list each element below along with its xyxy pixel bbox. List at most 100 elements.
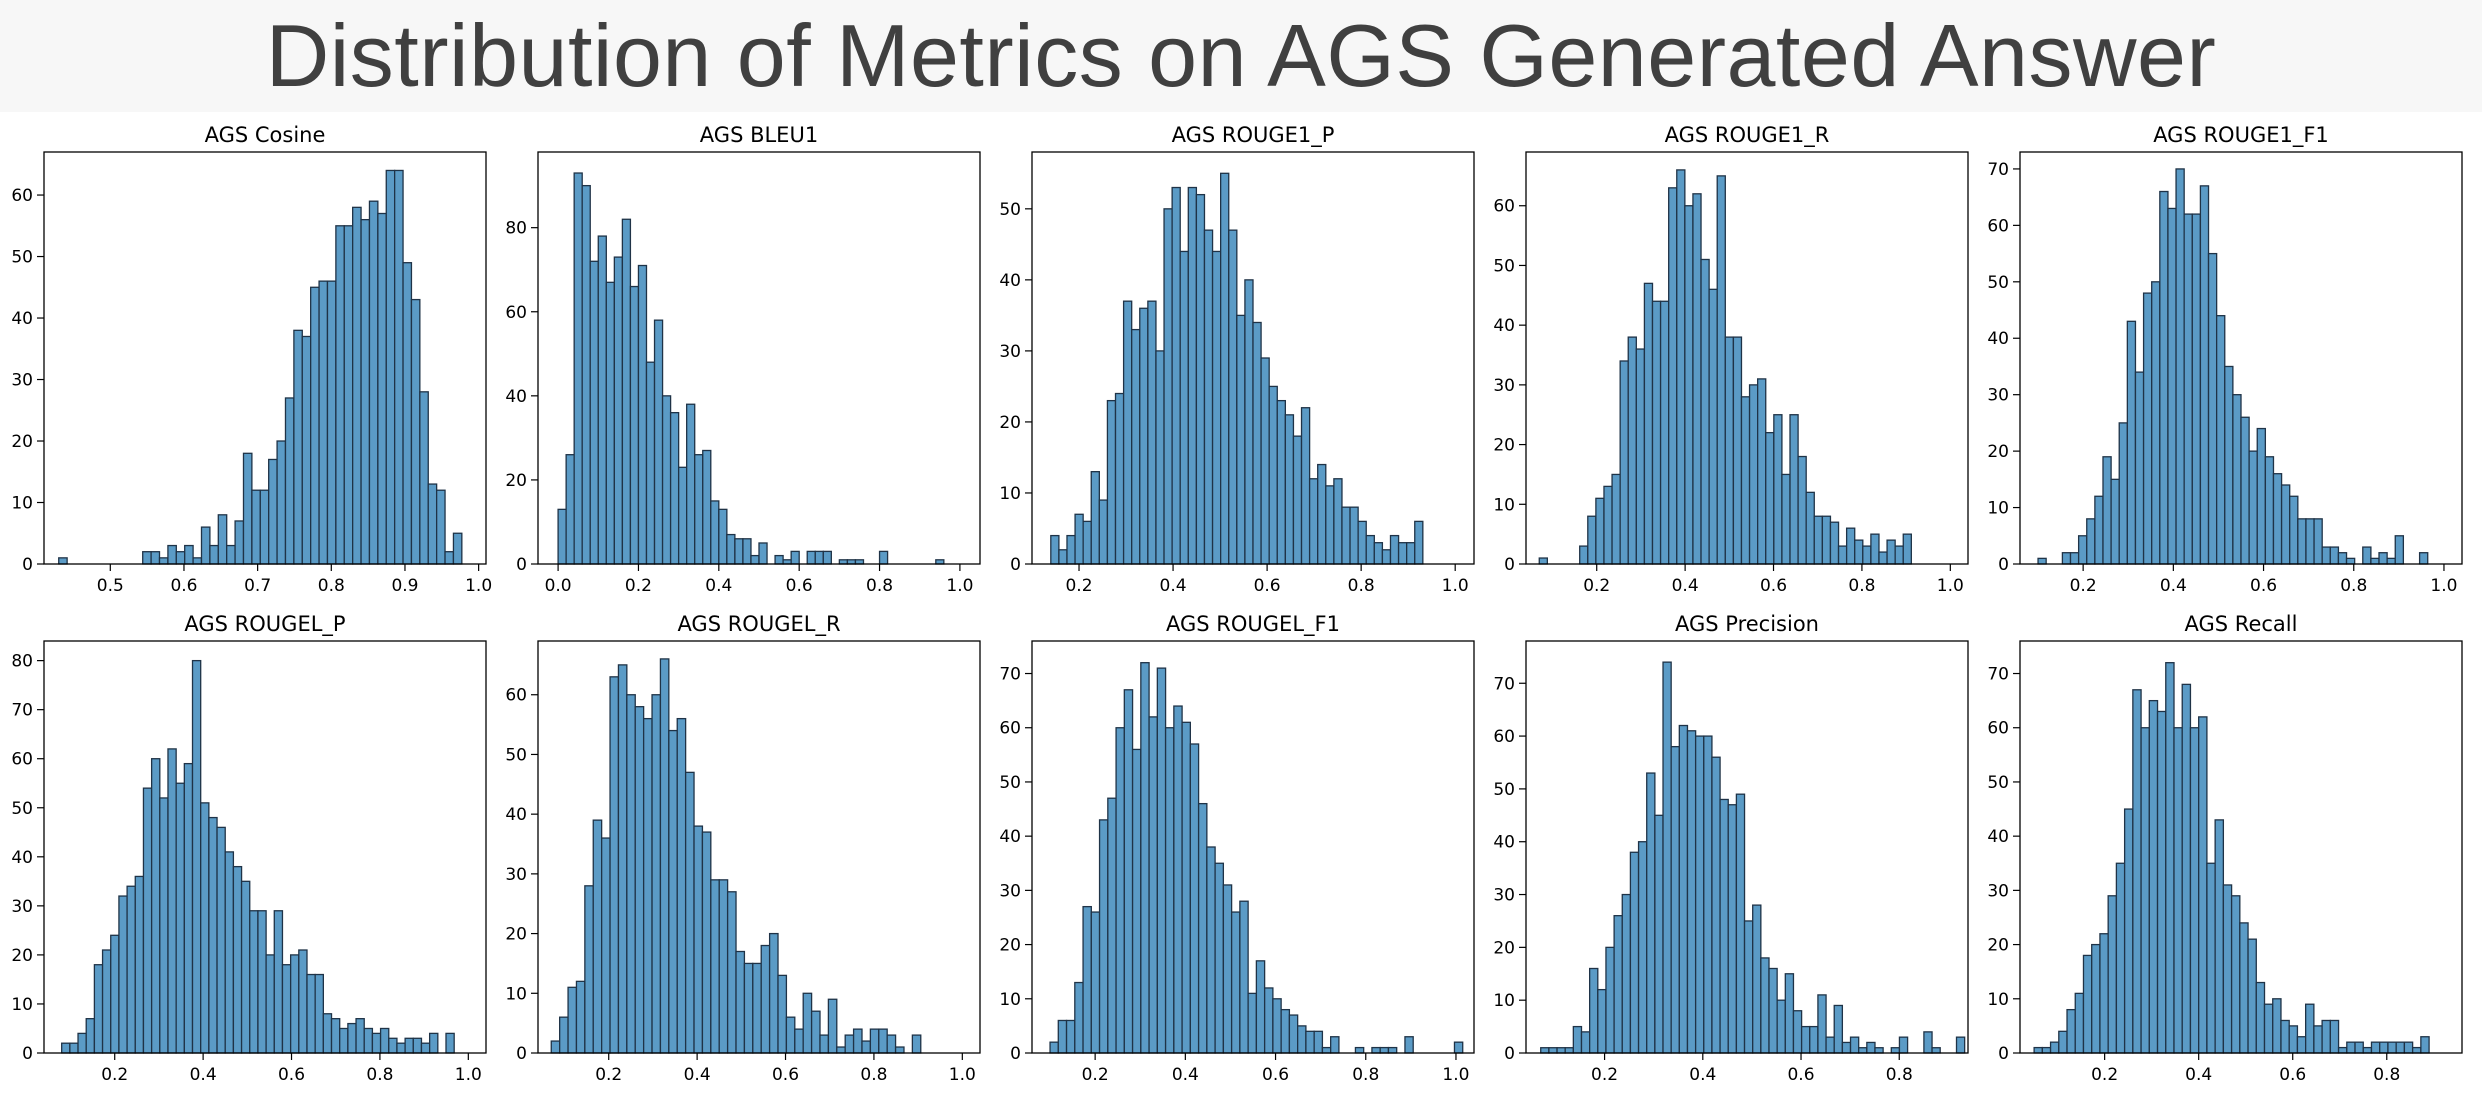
- histogram-bar: [911, 1034, 922, 1054]
- histogram-bar: [752, 962, 762, 1054]
- y-tick-label: 30: [1987, 881, 2009, 901]
- histogram-bar: [265, 954, 275, 1054]
- histogram-bar: [1114, 392, 1125, 565]
- histogram-bar: [352, 206, 362, 565]
- histogram-bar: [1611, 473, 1621, 565]
- subplot-2: AGS BLEU1 0.0 0.2 0.4 0.6 0.8 1.0 0 20 40 60 80: [505, 123, 981, 596]
- x-tick-label: 0.4: [2185, 1065, 2212, 1085]
- y-tick-label: 10: [1987, 499, 2009, 519]
- x-tick-label: 0.2: [625, 576, 652, 596]
- histogram-bar: [2418, 552, 2429, 565]
- histogram-bar: [192, 557, 203, 565]
- x-tick-label: 0.8: [1352, 1065, 1379, 1085]
- histogram-bar: [1595, 497, 1605, 565]
- x-tick-label: 0.8: [2340, 576, 2367, 596]
- histogram-bar: [1381, 549, 1392, 565]
- histogram-bar: [1179, 250, 1189, 565]
- axes-frame: [537, 151, 981, 565]
- histogram-bar: [1752, 904, 1762, 1054]
- histogram-bar: [2082, 954, 2093, 1054]
- histogram-grid: AGS Cosine 0.5 0.6 0.7 0.8 0.9 1.0 0 10 20 30 40 50 6…: [11, 123, 2463, 1085]
- histogram-bar: [852, 1028, 863, 1054]
- histogram-bar: [2066, 1008, 2076, 1054]
- histogram-bar: [710, 879, 720, 1054]
- x-tick-label: 0.6: [278, 1065, 305, 1085]
- y-tick-label: 60: [11, 750, 33, 770]
- histogram-bar: [1670, 745, 1680, 1054]
- histogram-bar: [1292, 435, 1303, 565]
- histogram-bar: [1833, 1004, 1844, 1054]
- histogram-bar: [2107, 895, 2118, 1054]
- histogram-bar: [1635, 348, 1646, 565]
- histogram-bar: [2346, 1041, 2356, 1054]
- histogram-bar: [208, 816, 218, 1054]
- histogram-bar: [726, 533, 736, 565]
- histogram-bar: [806, 550, 816, 565]
- histogram-bar: [669, 411, 680, 565]
- histogram-bar: [1603, 485, 1613, 565]
- histogram-bar: [1668, 187, 1678, 565]
- x-tick-label: 0.6: [1262, 1065, 1289, 1085]
- histogram-bar: [2280, 484, 2291, 565]
- histogram-bar: [2077, 535, 2088, 565]
- histogram-bar: [1743, 920, 1754, 1054]
- histogram-bar: [142, 787, 153, 1054]
- histogram-bar: [1280, 1008, 1291, 1054]
- histogram-bar: [330, 1018, 341, 1054]
- histogram-bar: [584, 885, 594, 1054]
- histogram-bar: [385, 169, 396, 565]
- histogram-bar: [1206, 846, 1216, 1054]
- histogram-bar: [310, 286, 320, 565]
- histogram-bar: [2305, 518, 2315, 565]
- histogram-bar: [1387, 1046, 1398, 1054]
- histogram-bar: [2206, 862, 2216, 1054]
- x-tick-label: 0.9: [391, 576, 418, 596]
- histogram-bar: [1330, 1036, 1340, 1054]
- histogram-bar: [1252, 321, 1262, 565]
- histogram-bar: [822, 550, 832, 565]
- histogram-bar: [445, 1032, 455, 1054]
- histogram-bar: [1214, 862, 1225, 1054]
- y-tick-label: 40: [999, 271, 1021, 291]
- histogram-bar: [1308, 478, 1319, 565]
- histogram-bar: [1195, 193, 1206, 565]
- y-tick-label: 50: [11, 248, 33, 268]
- subplot-title: AGS Cosine: [205, 123, 326, 147]
- histogram-bar: [1122, 300, 1133, 565]
- histogram-bar: [232, 865, 243, 1054]
- y-tick-label: 20: [505, 925, 527, 945]
- x-tick-label: 0.6: [772, 1065, 799, 1085]
- histogram-bar: [861, 1040, 872, 1054]
- histogram-bar: [2207, 252, 2218, 565]
- subplot-title: AGS BLEU1: [700, 123, 818, 147]
- histogram-bar: [1357, 520, 1367, 565]
- y-tick-label: 60: [1493, 727, 1515, 747]
- histogram-bar: [1313, 1030, 1324, 1054]
- histogram-bar: [735, 950, 746, 1054]
- histogram-bar: [1325, 485, 1335, 565]
- histogram-bar: [1074, 981, 1084, 1054]
- histogram-bar: [1321, 1046, 1332, 1054]
- y-tick-label: 60: [1493, 197, 1515, 217]
- y-tick-label: 20: [999, 936, 1021, 956]
- histogram-bar: [1858, 1047, 1868, 1054]
- histogram-bar: [1605, 946, 1615, 1054]
- histogram-bar: [2395, 1041, 2406, 1054]
- histogram-bar: [742, 538, 752, 565]
- histogram-bar: [2189, 727, 2200, 1054]
- histogram-bar: [1090, 471, 1100, 565]
- histogram-bar: [191, 659, 202, 1054]
- histogram-bar: [1276, 399, 1287, 565]
- histogram-bar: [1854, 539, 1864, 565]
- histogram-bar: [273, 910, 284, 1054]
- histogram-bar: [1406, 542, 1416, 565]
- histogram-bar: [412, 1037, 423, 1054]
- histogram-bar: [435, 489, 446, 565]
- y-tick-label: 0: [1998, 1044, 2009, 1064]
- axes-frame: [537, 640, 981, 1054]
- histogram-bar: [1090, 911, 1101, 1054]
- histogram-bar: [760, 944, 771, 1054]
- histogram-bar: [1727, 804, 1738, 1054]
- histogram-bar: [377, 212, 387, 565]
- y-tick-label: 10: [999, 484, 1021, 504]
